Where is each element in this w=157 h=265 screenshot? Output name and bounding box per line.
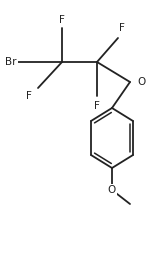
Text: O: O — [108, 185, 116, 195]
Text: F: F — [94, 101, 100, 111]
Text: Br: Br — [5, 57, 16, 67]
Text: F: F — [59, 15, 65, 25]
Text: F: F — [119, 23, 125, 33]
Text: O: O — [137, 77, 145, 87]
Text: F: F — [26, 91, 32, 101]
